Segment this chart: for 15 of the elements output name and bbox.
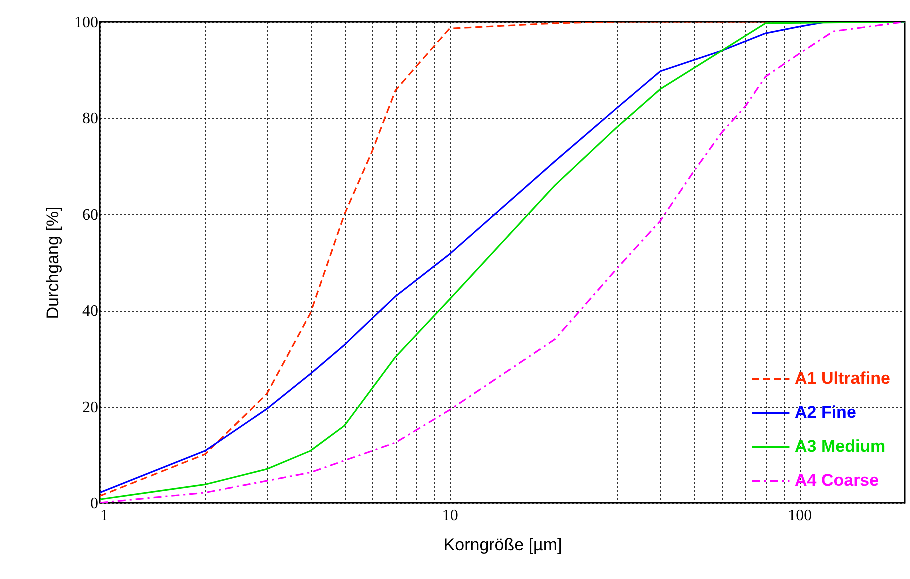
x-tick-label: 10 bbox=[442, 508, 458, 524]
legend-label: A3 Medium bbox=[795, 437, 886, 456]
y-tick-label: 40 bbox=[82, 303, 98, 320]
legend-label: A4 Coarse bbox=[795, 471, 880, 490]
y-tick-label: 20 bbox=[82, 399, 98, 416]
x-tick-label: 1 bbox=[100, 508, 108, 524]
legend-label: A2 Fine bbox=[795, 403, 856, 422]
y-tick-label: 100 bbox=[74, 14, 98, 32]
legend-label: A1 Ultrafine bbox=[795, 369, 890, 388]
y-tick-label: 80 bbox=[82, 110, 98, 128]
y-tick-label: 0 bbox=[90, 496, 98, 512]
y-axis-title: Durchgang [%] bbox=[44, 206, 62, 320]
y-tick-label: 60 bbox=[82, 206, 98, 224]
x-axis-title: Korngröße [µm] bbox=[444, 536, 562, 554]
x-tick-label: 100 bbox=[788, 508, 812, 524]
